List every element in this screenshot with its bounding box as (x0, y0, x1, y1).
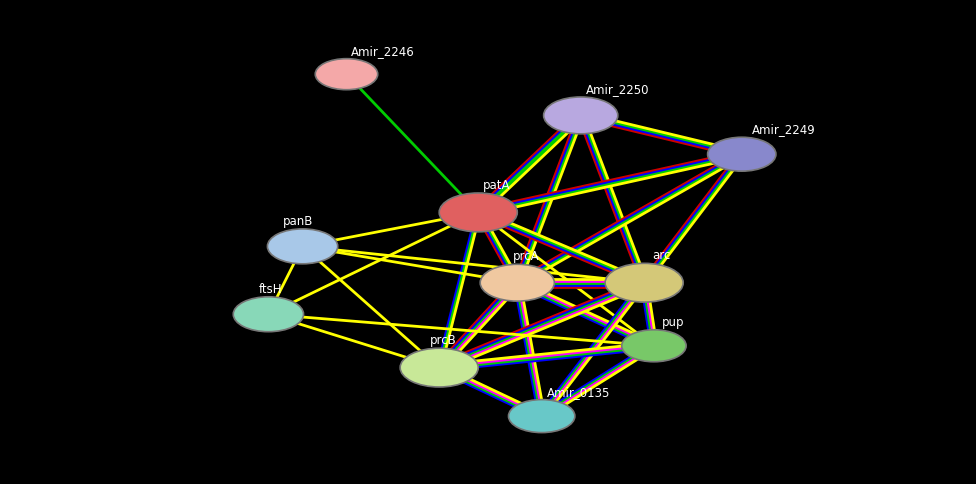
Text: Amir_2246: Amir_2246 (351, 45, 415, 58)
Text: Amir_2249: Amir_2249 (752, 122, 815, 136)
Circle shape (622, 330, 686, 362)
Circle shape (480, 265, 554, 302)
Text: Amir_0135: Amir_0135 (547, 385, 610, 398)
Circle shape (508, 400, 575, 433)
Text: prcB: prcB (429, 333, 456, 347)
Text: patA: patA (483, 179, 510, 192)
Circle shape (605, 264, 683, 302)
Circle shape (233, 297, 304, 332)
Circle shape (544, 98, 618, 135)
Circle shape (400, 348, 478, 387)
Text: ftsH: ftsH (259, 282, 282, 295)
Text: pup: pup (662, 315, 684, 328)
Text: Amir_2250: Amir_2250 (586, 83, 649, 96)
Text: arc: arc (652, 249, 671, 262)
Circle shape (708, 138, 776, 172)
Text: prcA: prcA (512, 250, 539, 263)
Circle shape (267, 229, 338, 264)
Text: panB: panB (283, 214, 313, 227)
Circle shape (439, 194, 517, 232)
Circle shape (315, 60, 378, 91)
